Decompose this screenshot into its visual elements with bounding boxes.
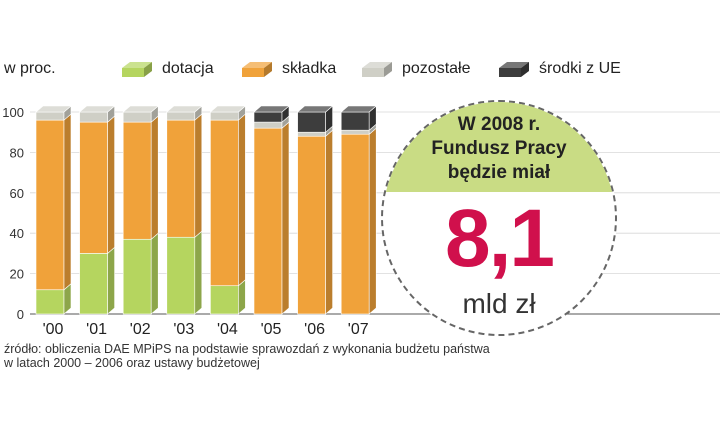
callout-line-3: będzie miał (447, 162, 551, 183)
bar-segment (297, 135, 326, 315)
bar-stack (35, 105, 72, 315)
legend-swatch-pozostale (362, 62, 392, 77)
bar-segment-side (150, 115, 159, 240)
bar-top (35, 105, 72, 113)
legend-swatch-srodki-z-ue (499, 62, 529, 77)
bar-segment-side (281, 121, 290, 315)
callout-value: 8,1 (445, 193, 555, 284)
bar-segment-side (368, 127, 377, 315)
y-tick-label: 80 (10, 145, 24, 160)
x-tick-label: '05 (261, 321, 282, 338)
bar-segment (35, 111, 65, 121)
y-tick-label: 40 (10, 226, 24, 241)
x-tick-label: '04 (217, 321, 238, 338)
legend-label-skladka: składka (282, 60, 337, 77)
bar-stack (296, 105, 334, 315)
bar-segment (340, 133, 370, 315)
bar-segment (166, 111, 196, 121)
legend-item-dotacja: dotacja (120, 60, 214, 78)
bar-segment (122, 238, 152, 315)
bar-top (78, 105, 116, 113)
bar-stack (209, 105, 247, 315)
legend-swatch-dotacja (122, 62, 152, 77)
chart-bars (35, 105, 378, 315)
y-axis-unit-label: w proc. (4, 60, 56, 77)
bar-segment (340, 129, 370, 135)
bar-top (340, 105, 378, 113)
bar-segment (166, 119, 196, 238)
y-tick-label: 60 (10, 186, 24, 201)
bar-segment (210, 285, 239, 315)
bar-segment (79, 253, 108, 315)
bar-top (165, 105, 203, 113)
bar-segment (253, 121, 283, 129)
bar-segment-side (150, 232, 159, 315)
bar-segment-side (325, 129, 333, 315)
callout-circle: W 2008 r. Fundusz Pracy będzie miał 8,1 … (381, 100, 617, 336)
bar-segment (210, 119, 239, 287)
x-tick-label: '02 (130, 321, 151, 338)
bar-stack (78, 105, 116, 315)
legend-swatch-skladka (242, 62, 272, 77)
bar-segment-side (194, 230, 203, 315)
legend-label-srodki-z-ue: środki z UE (539, 60, 621, 77)
bar-segment (253, 111, 283, 123)
bar-segment-side (63, 113, 72, 291)
x-tick-label: '06 (304, 321, 325, 338)
callout-header-band (383, 102, 615, 192)
x-tick-label: '07 (348, 321, 369, 338)
bar-stack (165, 105, 203, 315)
bar-segment (35, 119, 65, 291)
legend-item-srodki-z-ue: środki z UE (497, 60, 621, 78)
callout-unit: mld zł (462, 288, 536, 319)
bar-stack (122, 105, 160, 315)
legend-label-dotacja: dotacja (162, 60, 214, 77)
bar-stack (340, 105, 378, 315)
y-tick-label: 20 (10, 267, 24, 282)
bar-top (209, 105, 247, 113)
legend-label-pozostale: pozostałe (402, 60, 471, 77)
bar-segment (210, 111, 239, 121)
callout-line-2: Fundusz Pracy (431, 138, 567, 159)
source-line-1: źródło: obliczenia DAE MPiPS na podstawi… (4, 342, 490, 356)
source-line-2: w latach 2000 – 2006 oraz ustawy budżeto… (4, 356, 260, 370)
bar-segment (122, 111, 152, 123)
bar-segment-side (107, 115, 115, 255)
x-tick-label: '01 (86, 321, 107, 338)
callout-line-1: W 2008 r. (457, 114, 541, 135)
x-tick-label: '03 (173, 321, 194, 338)
bar-segment-side (194, 113, 203, 238)
bar-segment-side (107, 246, 115, 315)
bar-segment-side (238, 113, 246, 287)
bar-segment (166, 236, 196, 315)
bar-top (296, 105, 334, 113)
legend-item-skladka: składka (240, 60, 336, 78)
bar-segment (253, 127, 283, 315)
y-tick-label: 100 (2, 105, 24, 120)
bar-segment (340, 111, 370, 131)
bar-segment (297, 111, 326, 133)
bar-stack (253, 105, 290, 315)
source-note: źródło: obliczenia DAE MPiPS na podstawi… (4, 342, 490, 370)
x-tick-label: '00 (43, 321, 64, 338)
legend-item-pozostale: pozostałe (360, 60, 471, 78)
bar-segment (35, 289, 65, 315)
bar-segment (79, 111, 108, 123)
x-axis-ticks: '00 '01 '02 '03 '04 '05 '06 '07 (43, 321, 369, 338)
bar-top (253, 105, 290, 113)
bar-top (122, 105, 160, 113)
bar-segment (79, 121, 108, 254)
y-axis-ticks: 0 20 40 60 80 100 (2, 105, 24, 322)
bar-segment (297, 131, 326, 137)
bar-segment (122, 121, 152, 240)
y-tick-label: 0 (17, 307, 24, 322)
